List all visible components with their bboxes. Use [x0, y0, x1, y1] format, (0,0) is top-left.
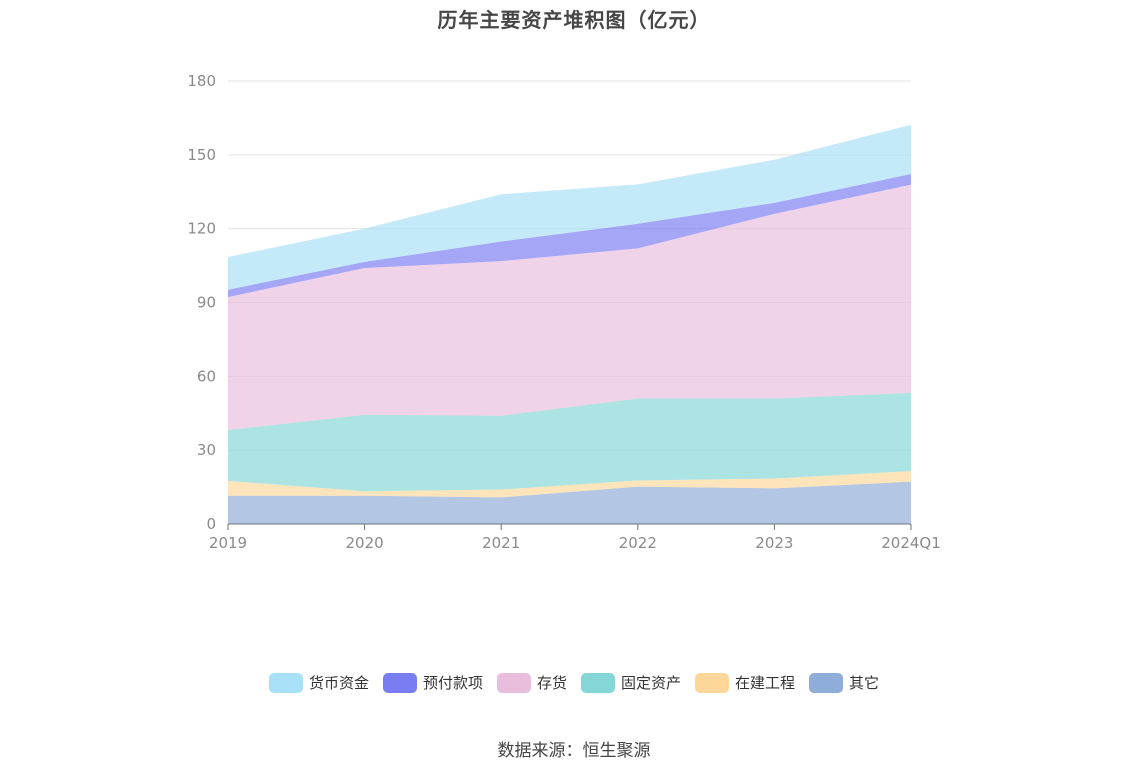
y-tick-label: 60 — [197, 367, 216, 385]
area-其它 — [228, 481, 911, 524]
chart-title: 历年主要资产堆积图（亿元） — [437, 8, 711, 32]
area-存货 — [228, 184, 911, 430]
y-tick-label: 150 — [187, 146, 216, 164]
legend-swatch — [382, 672, 417, 693]
legend-swatch — [268, 672, 303, 693]
y-tick-label: 0 — [206, 515, 216, 533]
area-在建工程 — [228, 471, 911, 498]
data-source: 数据来源：恒生聚源 — [497, 741, 651, 761]
area-货币资金 — [228, 124, 911, 290]
legend-label: 在建工程 — [735, 674, 796, 692]
area-预付款项 — [228, 174, 911, 298]
legend-item[interactable]: 固定资产 — [581, 672, 681, 693]
legend-swatch — [695, 672, 730, 693]
legend: 货币资金 预付款项 存货 固定资产 在建工程 其它 — [0, 672, 1148, 693]
legend-item[interactable]: 其它 — [809, 672, 879, 693]
legend-swatch — [581, 672, 615, 693]
x-tick-label: 2020 — [346, 534, 384, 552]
x-tick-label: 2019 — [209, 534, 247, 552]
y-tick-label: 30 — [197, 441, 216, 459]
legend-swatch — [809, 672, 844, 693]
y-tick-label: 90 — [197, 294, 216, 312]
x-tick-label: 2023 — [755, 534, 793, 552]
x-tick-label: 2022 — [619, 534, 657, 552]
x-tick-label: 2021 — [482, 534, 520, 552]
legend-label: 固定资产 — [621, 674, 682, 692]
legend-swatch — [496, 672, 531, 693]
legend-label: 预付款项 — [422, 674, 483, 692]
stacked-area-chart: 0 30 60 90 120 150 180 2019 2020 2021 2022 2023 2024… — [187, 72, 940, 552]
area-series — [228, 124, 911, 524]
legend-item[interactable]: 预付款项 — [382, 672, 483, 693]
area-固定资产 — [228, 392, 911, 492]
legend-label: 存货 — [536, 674, 567, 692]
legend-item[interactable]: 存货 — [496, 672, 567, 693]
tick-labels: 0 30 60 90 120 150 180 2019 2020 2021 2022 2023 2024… — [187, 72, 940, 552]
legend-label: 货币资金 — [308, 674, 369, 692]
axes — [227, 523, 912, 530]
legend-label: 其它 — [849, 674, 880, 692]
legend-item[interactable]: 在建工程 — [695, 672, 795, 693]
y-tick-label: 120 — [187, 220, 216, 238]
y-tick-label: 180 — [187, 72, 216, 90]
x-tick-label: 2024Q1 — [881, 534, 941, 552]
legend-item[interactable]: 货币资金 — [268, 672, 369, 693]
